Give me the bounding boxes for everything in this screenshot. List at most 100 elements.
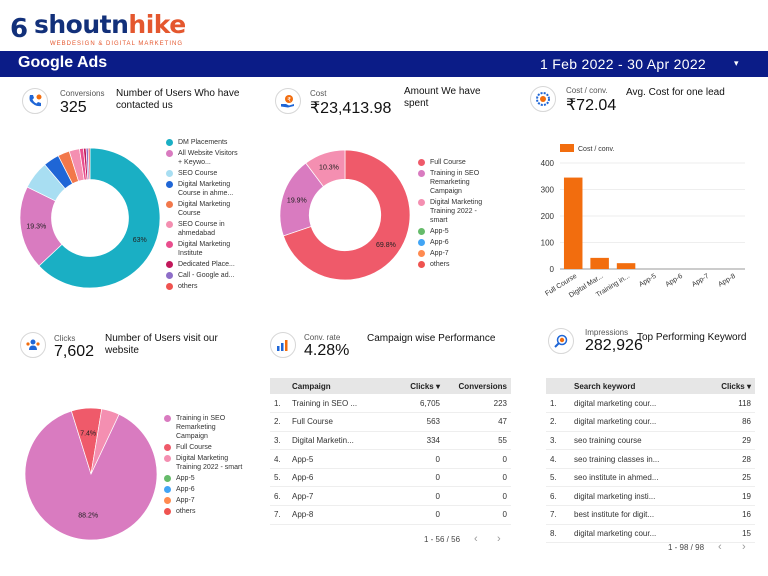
column-header-index [546,378,570,394]
legend-item[interactable]: App-7 [418,249,496,258]
table-row[interactable]: 2. Full Course 563 47 [270,412,511,432]
legend-item[interactable]: Digital Marketing Training 2022 - smart [418,198,496,225]
legend-swatch [166,181,173,188]
table-row[interactable]: 5. seo institute in ahmed... 25 [546,468,755,488]
legend-item[interactable]: DM Placements [166,138,238,147]
legend-item[interactable]: App-5 [164,474,244,483]
legend-item[interactable]: others [418,260,496,269]
brand-mark: 6 [10,14,29,44]
money-hand-icon: ₹ [275,88,301,114]
svg-text:₹: ₹ [287,96,291,103]
legend-item[interactable]: SEO Course [166,169,238,178]
legend-swatch [164,497,171,504]
impressions-description: Top Performing Keyword [637,332,747,343]
table-row[interactable]: 2. digital marketing cour... 86 [546,412,755,432]
legend-item[interactable]: App-6 [418,238,496,247]
table-header-row: Campaign Clicks ▾ Conversions [270,378,511,394]
legend-item[interactable]: App-6 [164,485,244,494]
conversions-description: Number of Users Who have contacted us [116,88,240,111]
pie-slice[interactable] [87,147,91,180]
pie-slice[interactable] [24,410,158,541]
cell-clicks: 16 [705,505,755,525]
legend-item[interactable]: others [164,507,244,516]
x-tick-label: App-6 [664,273,684,289]
chevron-left-icon[interactable]: ‹ [474,533,478,545]
magnifier-icon [548,328,574,354]
brand-name-a: shoutn [34,10,129,39]
legend-item[interactable]: Digital Marketing Institute [166,240,238,258]
pie-slice[interactable] [305,149,346,187]
conversion-rate-label: Conv. rate [304,333,341,342]
legend-item[interactable]: Full Course [164,443,244,452]
cell-n: 3. [546,431,570,451]
legend-item[interactable]: Digital Marketing Course in ahme... [166,180,238,198]
column-header-clicks[interactable]: Clicks ▾ [384,378,444,394]
table-row[interactable]: 7. App-8 0 0 [270,505,511,525]
conversions-value: 325 [60,99,87,116]
chevron-right-icon[interactable]: › [742,541,746,553]
column-header-search-keyword[interactable]: Search keyword [570,378,705,394]
legend-swatch [166,221,173,228]
cell-clicks: 118 [705,394,755,414]
legend-item[interactable]: Training in SEO Remarketing Campaign [164,414,244,441]
y-tick-label: 0 [550,265,555,274]
table-row[interactable]: 3. Digital Marketin... 334 55 [270,431,511,451]
legend-item[interactable]: Training in SEO Remarketing Campaign [418,169,496,196]
legend-item[interactable]: App-7 [164,496,244,505]
legend-item[interactable]: Dedicated Place... [166,260,238,269]
cell-clicks: 334 [384,431,444,451]
legend-item[interactable]: Digital Marketing Training 2022 - smart [164,454,244,472]
bar[interactable] [616,263,636,269]
column-header-conversions[interactable]: Conversions [444,378,511,394]
table-row[interactable]: 5. App-6 0 0 [270,468,511,488]
pie-slice[interactable] [90,408,120,475]
bar[interactable] [563,177,583,269]
slice-label: 69.8% [376,242,396,249]
slice-label: 19.3% [26,223,46,230]
table-row[interactable]: 4. App-5 0 0 [270,449,511,469]
column-header-campaign[interactable]: Campaign [288,378,384,394]
chevron-right-icon[interactable]: › [497,533,501,545]
table-row[interactable]: 6. digital marketing insti... 19 [546,486,755,507]
slice-label: 88.2% [78,512,98,519]
cost-per-conversion-label: Cost / conv. [566,86,608,95]
legend-item[interactable]: Call - Google ad... [166,271,238,280]
pie-slice[interactable] [38,147,161,289]
legend-label: Full Course [430,159,466,166]
table-row[interactable]: 3. seo training course 29 [546,431,755,451]
table-row[interactable]: 4. seo training classes in... 28 [546,449,755,469]
cost-label: Cost [310,89,327,98]
brand-name: shoutnhike [34,10,186,39]
cell-n: 5. [270,468,288,488]
column-header-clicks[interactable]: Clicks ▾ [705,378,755,394]
brand-logo: 6 shoutnhike WEBDESIGN & DIGITAL MARKETI… [10,8,186,48]
pie-slice[interactable] [282,149,411,281]
legend-item[interactable]: others [166,282,238,291]
cell-clicks: 15 [705,524,755,544]
legend-swatch [418,239,425,246]
table-row[interactable]: 6. App-7 0 0 [270,486,511,507]
legend-swatch [418,261,425,268]
chevron-down-icon[interactable]: ▾ [734,58,739,68]
cell-campaign: Digital Marketin... [288,431,384,451]
date-range-picker[interactable]: 1 Feb 2022 - 30 Apr 2022 [540,56,706,72]
legend-item[interactable]: Digital Marketing Course [166,200,238,218]
table-row[interactable]: 1. Training in SEO ... 6,705 223 [270,394,511,414]
conversion-rate-description: Campaign wise Performance [367,333,496,344]
legend-item[interactable]: All Website Visitors + Keywo... [166,149,238,167]
legend-swatch [164,415,171,422]
legend-label: others [430,261,450,268]
table-row[interactable]: 8. digital marketing cour... 15 [546,524,755,544]
legend-item[interactable]: Full Course [418,158,496,167]
legend-item[interactable]: App-5 [418,227,496,236]
gear-money-icon [530,86,556,112]
bar[interactable] [590,257,609,269]
legend-item[interactable]: SEO Course in ahmedabad [166,220,238,238]
legend-swatch [418,250,425,257]
report-header: Google Ads 1 Feb 2022 - 30 Apr 2022 ▾ [0,51,768,77]
legend-swatch [166,150,173,157]
chevron-left-icon[interactable]: ‹ [718,541,722,553]
table-row[interactable]: 7. best institute for digit... 16 [546,505,755,525]
table-row[interactable]: 1. digital marketing cour... 118 [546,394,755,414]
